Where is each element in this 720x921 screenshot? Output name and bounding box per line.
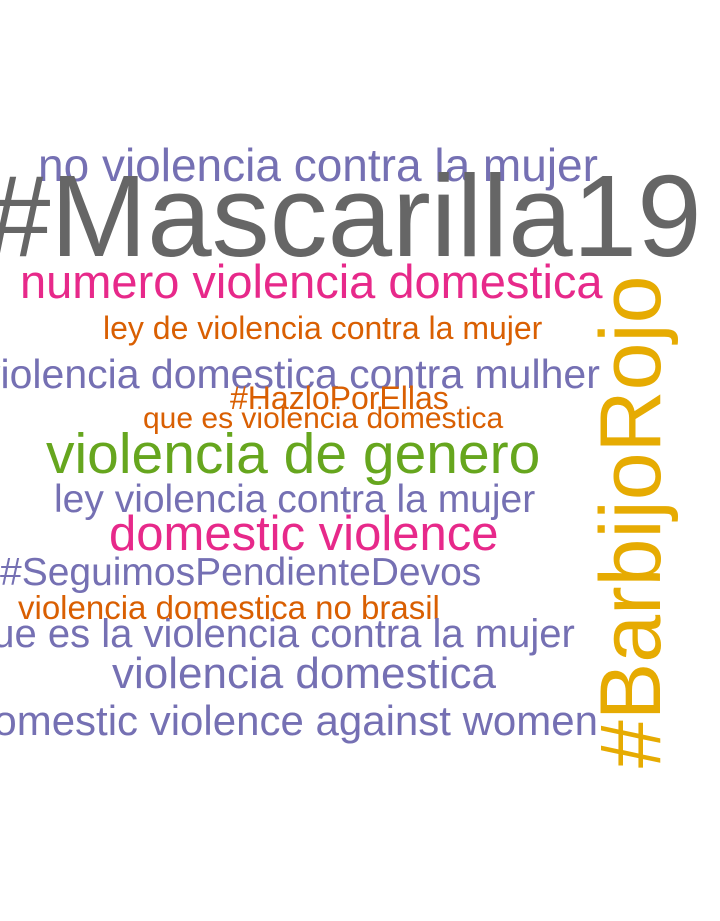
word-domestic-violence: domestic violence [109, 507, 499, 561]
word-barbijorojo: #BarbijoRojo [583, 275, 679, 768]
word-seguimospendientedevos: #SeguimosPendienteDevos [0, 551, 482, 594]
word-domestic-violence-against-women: domestic violence against women [0, 697, 598, 744]
word-hazloporellas: #HazloPorEllas [230, 380, 449, 416]
word-que-es-la-violencia-contra-la-mujer: que es la violencia contra la mujer [0, 612, 575, 656]
word-violencia-domestica: violencia domestica [112, 649, 496, 698]
word-violencia-domestica-no-brasil: violencia domestica no brasil [18, 589, 440, 626]
word-que-es-violencia-domestica: que es violencia domestica [143, 402, 504, 435]
word-ley-de-violencia-contra-la-mujer: ley de violencia contra la mujer [103, 310, 543, 346]
word-ley-violencia-contra-la-mujer: ley violencia contra la mujer [54, 478, 536, 521]
word-violencia-domestica-contra-mulher: violencia domestica contra mulher [0, 351, 600, 397]
word-mascarilla19: #Mascarilla19 [0, 151, 702, 281]
word-no-violencia-contra-la-mujer: no violencia contra la mujer [38, 139, 598, 191]
word-violencia-de-genero: violencia de genero [46, 422, 541, 486]
word-numero-violencia-domestica: numero violencia domestica [20, 255, 603, 308]
